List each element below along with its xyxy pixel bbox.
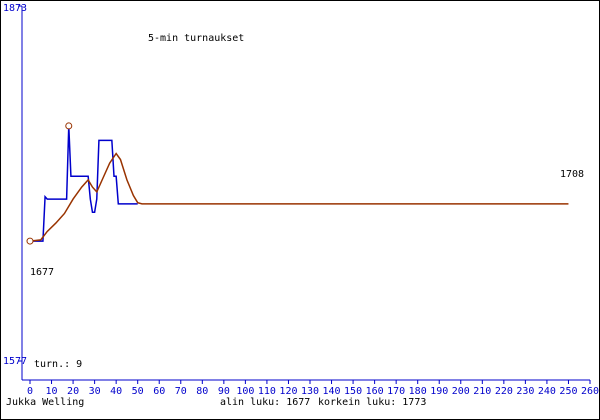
series-line	[29, 152, 569, 242]
x-tick-label: 160	[366, 386, 384, 397]
x-tick-label: 220	[495, 386, 513, 397]
author: Jukka Welling	[6, 397, 84, 408]
x-tick-label: 0	[27, 386, 33, 397]
x-tick-label: 20	[67, 386, 79, 397]
x-tick-label: 30	[89, 386, 101, 397]
annotation: alin luku: 1677	[220, 397, 310, 408]
x-tick-label: 250	[559, 386, 577, 397]
annotation: 1708	[560, 169, 584, 180]
x-tick-label: 110	[258, 386, 276, 397]
x-tick-label: 50	[132, 386, 144, 397]
y-tick-label: 1577	[3, 356, 27, 367]
x-tick-label: 40	[110, 386, 122, 397]
x-tick-label: 260	[581, 386, 599, 397]
x-tick-label: 230	[516, 386, 534, 397]
annotation: 1677	[30, 267, 54, 278]
extreme-marker	[26, 237, 34, 245]
x-tick-label: 180	[409, 386, 427, 397]
x-tick-label: 210	[473, 386, 491, 397]
x-tick-label: 150	[344, 386, 362, 397]
x-tick-label: 170	[387, 386, 405, 397]
x-tick-label: 240	[538, 386, 556, 397]
y-tick-label: 1873	[3, 3, 27, 14]
x-tick-label: 80	[196, 386, 208, 397]
x-tick-label: 120	[279, 386, 297, 397]
annotation: korkein luku: 1773	[318, 397, 426, 408]
x-tick-label: 10	[46, 386, 58, 397]
chart-title: 5-min turnaukset	[148, 33, 244, 44]
x-tick-label: 60	[153, 386, 165, 397]
x-tick-label: 100	[236, 386, 254, 397]
x-tick-label: 90	[218, 386, 230, 397]
annotation: turn.: 9	[34, 359, 82, 370]
x-tick-label: 190	[430, 386, 448, 397]
series-line	[30, 125, 138, 242]
extreme-marker	[65, 122, 73, 130]
x-tick-label: 200	[452, 386, 470, 397]
x-tick-label: 70	[175, 386, 187, 397]
x-tick-label: 140	[323, 386, 341, 397]
x-tick-label: 130	[301, 386, 319, 397]
